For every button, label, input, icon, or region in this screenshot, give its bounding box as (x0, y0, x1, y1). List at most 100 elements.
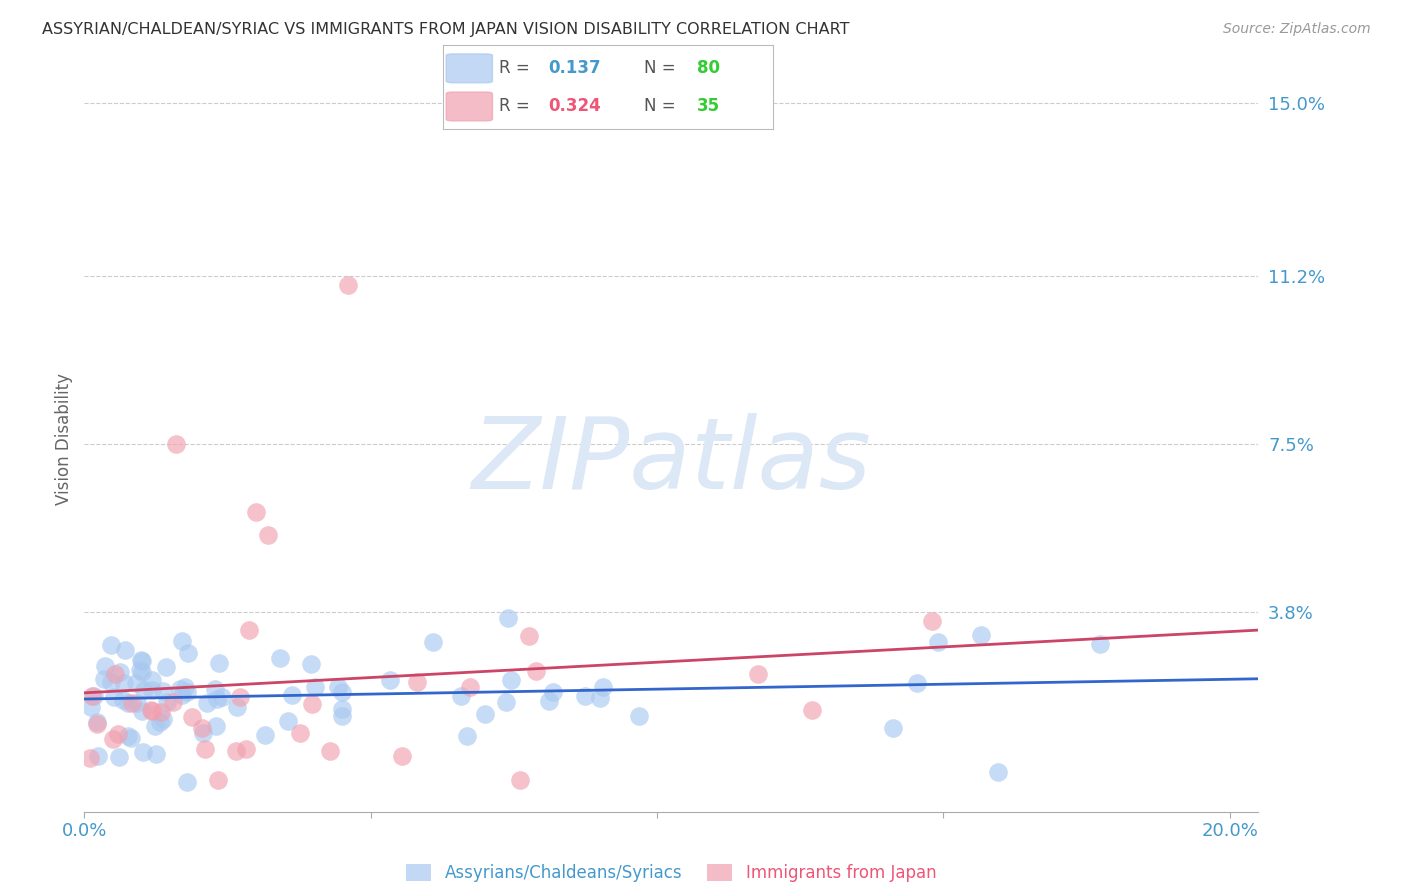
Text: ZIPatlas: ZIPatlas (471, 413, 872, 510)
Point (330, 709, 353, 723)
Point (169, 682, 191, 697)
Text: 80: 80 (697, 60, 720, 78)
Point (330, 702, 353, 716)
Point (108, 665, 131, 679)
Point (80, 699, 103, 714)
Point (129, 653, 152, 667)
Point (108, 749, 131, 764)
Point (207, 772, 229, 787)
Point (125, 696, 148, 710)
Text: N =: N = (644, 97, 682, 115)
Text: 35: 35 (697, 97, 720, 115)
Point (103, 690, 125, 705)
Point (800, 702, 823, 716)
Point (145, 747, 167, 761)
Point (143, 719, 166, 733)
Text: ASSYRIAN/CHALDEAN/SYRIAC VS IMMIGRANTS FROM JAPAN VISION DISABILITY CORRELATION : ASSYRIAN/CHALDEAN/SYRIAC VS IMMIGRANTS F… (42, 22, 849, 37)
Point (207, 692, 229, 706)
Point (94, 659, 117, 673)
Point (170, 634, 193, 648)
Point (156, 695, 179, 709)
Point (541, 684, 564, 698)
Point (747, 666, 769, 681)
Point (176, 775, 198, 789)
FancyBboxPatch shape (446, 92, 492, 120)
Point (83, 689, 105, 703)
Point (253, 728, 276, 742)
Point (93, 672, 115, 686)
Point (229, 690, 252, 704)
Point (132, 745, 155, 759)
Point (152, 712, 174, 726)
Point (174, 680, 197, 694)
Point (204, 682, 226, 697)
Point (299, 657, 322, 671)
Point (450, 689, 472, 703)
Point (882, 721, 904, 735)
Point (226, 700, 249, 714)
Point (177, 646, 200, 660)
Point (336, 277, 359, 292)
Text: N =: N = (644, 60, 682, 78)
Point (987, 765, 1010, 780)
Text: Source: ZipAtlas.com: Source: ZipAtlas.com (1223, 22, 1371, 37)
Point (574, 690, 596, 704)
Point (172, 688, 194, 702)
Point (281, 688, 304, 702)
Point (499, 673, 522, 688)
Point (205, 719, 228, 733)
Text: 0.324: 0.324 (548, 97, 602, 115)
Point (101, 731, 124, 746)
Point (921, 614, 943, 628)
Point (162, 695, 184, 709)
Point (927, 635, 949, 649)
FancyBboxPatch shape (446, 54, 492, 83)
Point (301, 697, 323, 711)
Point (103, 666, 125, 681)
Point (290, 726, 312, 740)
Point (141, 673, 163, 687)
Point (114, 643, 136, 657)
Point (537, 693, 560, 707)
Point (193, 726, 215, 740)
Point (141, 683, 163, 698)
Point (149, 705, 172, 719)
Point (112, 676, 135, 690)
Point (82, 689, 104, 703)
Point (391, 748, 413, 763)
Point (238, 623, 260, 637)
Legend: Assyrians/Chaldeans/Syriacs, Immigrants from Japan: Assyrians/Chaldeans/Syriacs, Immigrants … (399, 857, 943, 889)
Point (155, 660, 177, 674)
Point (141, 703, 163, 717)
Point (208, 656, 231, 670)
Point (107, 726, 129, 740)
Point (378, 673, 401, 687)
Point (589, 691, 612, 706)
Point (120, 731, 142, 746)
Point (141, 704, 163, 718)
Point (277, 714, 299, 728)
Point (111, 693, 134, 707)
Point (152, 684, 174, 698)
Point (194, 742, 217, 756)
Point (128, 663, 150, 677)
Point (124, 676, 146, 690)
Point (330, 684, 353, 698)
Point (132, 683, 155, 698)
Text: R =: R = (499, 60, 536, 78)
Point (1090, 637, 1112, 651)
Point (319, 744, 342, 758)
Point (235, 742, 257, 756)
Y-axis label: Vision Disability: Vision Disability (55, 374, 73, 505)
Point (304, 680, 326, 694)
Point (79, 751, 101, 765)
Point (269, 651, 291, 665)
Point (86, 714, 108, 729)
Point (117, 696, 139, 710)
Point (211, 690, 233, 704)
Point (627, 709, 650, 723)
Point (181, 709, 204, 723)
Point (456, 729, 478, 743)
Point (474, 706, 496, 721)
Point (496, 611, 519, 625)
